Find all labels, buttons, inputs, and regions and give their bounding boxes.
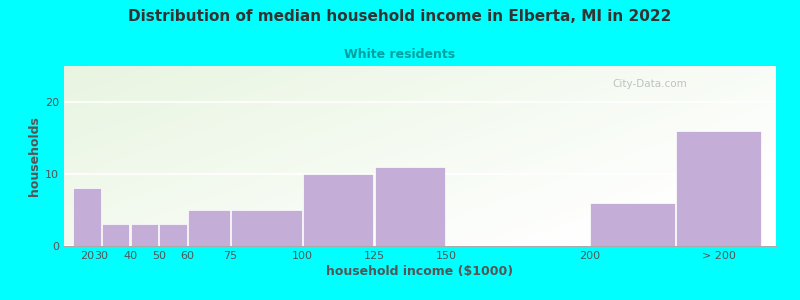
Bar <box>676 131 761 246</box>
X-axis label: household income ($1000): household income ($1000) <box>326 265 514 278</box>
Bar <box>590 203 674 246</box>
Bar <box>159 224 186 246</box>
Bar <box>188 210 230 246</box>
Y-axis label: households: households <box>28 116 41 196</box>
Bar <box>374 167 445 246</box>
Bar <box>231 210 302 246</box>
Bar <box>102 224 130 246</box>
Text: White residents: White residents <box>345 48 455 61</box>
Text: Distribution of median household income in Elberta, MI in 2022: Distribution of median household income … <box>128 9 672 24</box>
Text: City-Data.com: City-Data.com <box>612 79 687 88</box>
Bar <box>74 188 101 246</box>
Bar <box>303 174 374 246</box>
Bar <box>130 224 158 246</box>
